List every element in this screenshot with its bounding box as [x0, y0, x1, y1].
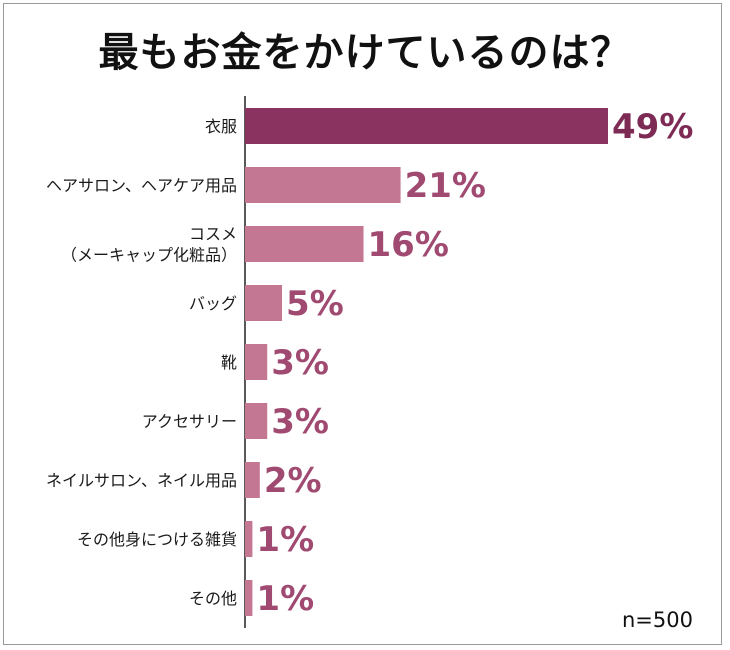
- bar-2: [245, 167, 401, 203]
- category-label-2: ヘアサロン、ヘアケア用品: [46, 176, 237, 195]
- bar-9: [245, 580, 253, 616]
- category-label-4: バッグ: [189, 294, 237, 313]
- category-label-1: 衣服: [205, 117, 237, 136]
- bar-6: [245, 403, 268, 439]
- bar-3: [245, 226, 364, 262]
- bar-8: [245, 521, 253, 557]
- category-label-6: アクセサリー: [142, 412, 237, 431]
- category-label-3: コスメ（メーキャップ化粧品）: [61, 225, 237, 265]
- value-label-6: 3%: [271, 402, 329, 442]
- sample-size-note: n=500: [622, 608, 693, 632]
- category-label-8: その他身につける雑貨: [77, 530, 237, 549]
- category-label-9: その他: [189, 589, 237, 608]
- value-label-5: 3%: [271, 343, 329, 383]
- value-label-1: 49%: [612, 107, 693, 147]
- category-label-7: ネイルサロン、ネイル用品: [46, 471, 237, 490]
- value-label-3: 16%: [368, 225, 449, 265]
- value-label-7: 2%: [264, 461, 322, 501]
- bar-1: [245, 108, 608, 144]
- category-label-5: 靴: [221, 353, 237, 372]
- bar-4: [245, 285, 283, 321]
- chart-title: 最もお金をかけているのは？: [98, 30, 632, 76]
- bar-7: [245, 462, 260, 498]
- value-label-2: 21%: [405, 166, 486, 206]
- value-label-4: 5%: [286, 284, 344, 324]
- bar-5: [245, 344, 268, 380]
- value-label-8: 1%: [256, 520, 314, 560]
- value-label-9: 1%: [256, 579, 314, 619]
